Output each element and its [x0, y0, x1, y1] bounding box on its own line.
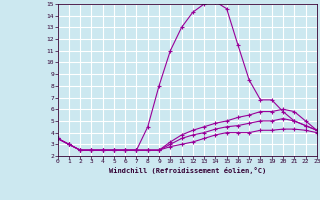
X-axis label: Windchill (Refroidissement éolien,°C): Windchill (Refroidissement éolien,°C)	[108, 167, 266, 174]
